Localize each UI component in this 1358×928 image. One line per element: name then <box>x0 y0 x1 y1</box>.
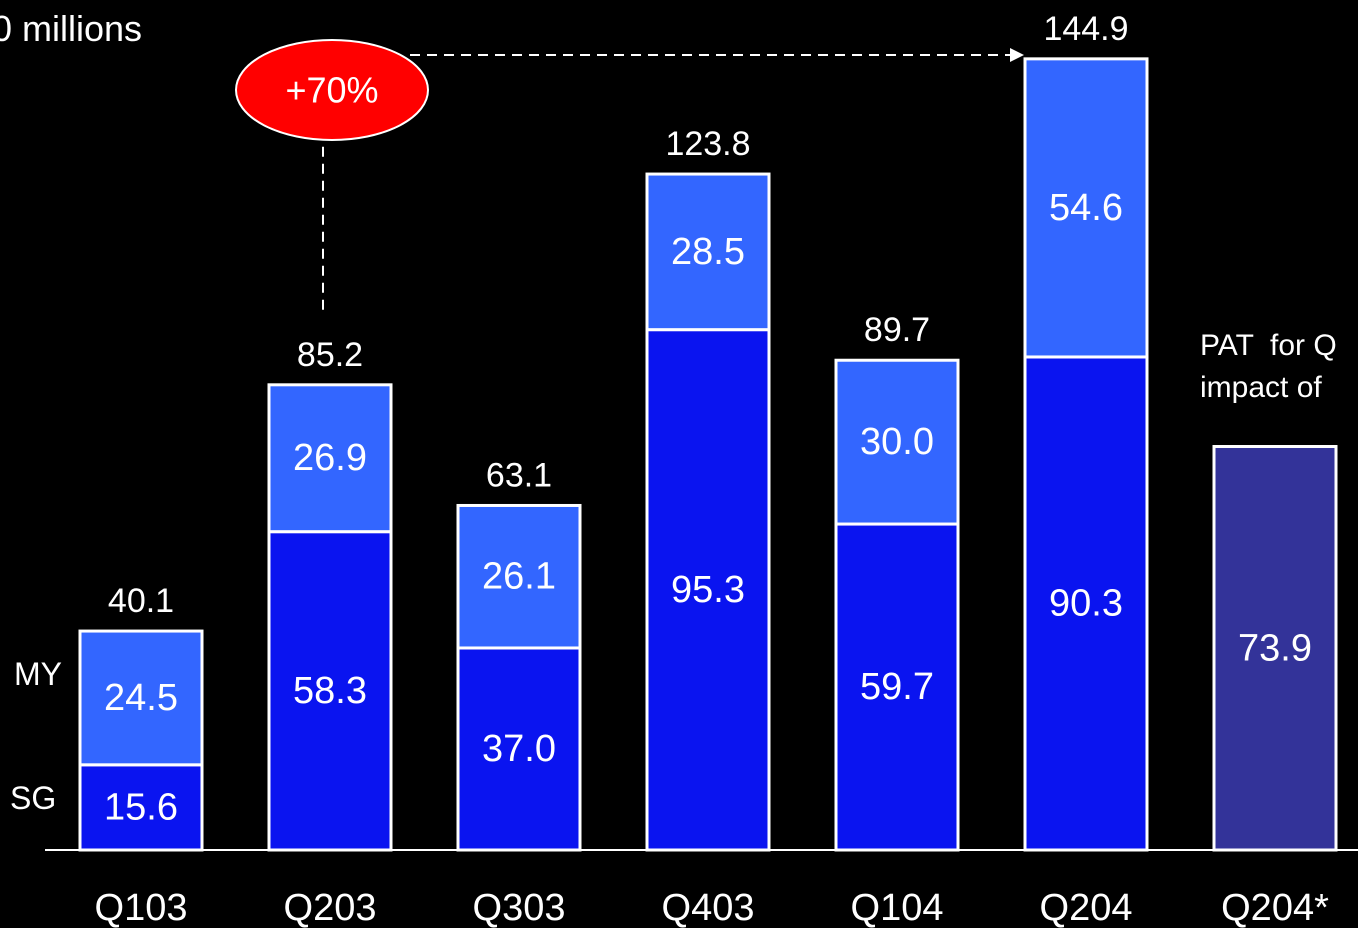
bar-segment <box>456 646 582 852</box>
legend-label-sg: SG <box>10 780 57 816</box>
segment-value-label: 28.5 <box>671 231 745 273</box>
segment-value-label: 73.9 <box>1238 627 1312 669</box>
x-tick-label: Q403 <box>662 887 755 928</box>
segment-value-label: 54.6 <box>1049 187 1123 229</box>
segment-value-label: 30.0 <box>860 421 934 463</box>
x-tick-label: Q203 <box>284 887 377 928</box>
bar-total-label: 123.8 <box>665 125 750 163</box>
annotation-ellipse <box>235 39 429 141</box>
segment-value-label: 26.9 <box>293 437 367 479</box>
bar-total-label: 85.2 <box>297 336 363 374</box>
unit-label: 0 millions <box>0 8 143 49</box>
bar-total-label: 40.1 <box>108 582 174 620</box>
segment-value-label: 15.6 <box>104 786 178 828</box>
segment-value-label: 37.0 <box>482 728 556 770</box>
bar-segment <box>1023 57 1149 359</box>
side-note: PAT for Q impact of <box>1200 329 1337 404</box>
segment-value-label: 95.3 <box>671 569 745 611</box>
bar-segment <box>78 763 204 852</box>
segment-value-label: 58.3 <box>293 670 367 712</box>
bar-segment <box>1212 445 1338 852</box>
bar-segment <box>267 530 393 852</box>
x-tick-label: Q204* <box>1221 887 1329 928</box>
legend-label-my: MY <box>14 656 62 692</box>
bar-segment <box>834 358 960 526</box>
x-tick-label: Q303 <box>473 887 566 928</box>
bar-segment <box>645 172 771 332</box>
bar-segment <box>78 629 204 767</box>
bar-total-label: 144.9 <box>1043 10 1128 48</box>
segment-value-label: 26.1 <box>482 556 556 598</box>
segment-value-label: 90.3 <box>1049 582 1123 624</box>
bar-segment <box>267 383 393 534</box>
x-tick-label: Q204 <box>1040 887 1133 928</box>
annotation-arrowhead <box>1010 48 1024 62</box>
bar-total-label: 63.1 <box>486 456 552 494</box>
bar-total-label: 89.7 <box>864 311 930 349</box>
segment-value-label: 59.7 <box>860 666 934 708</box>
bar-segment <box>645 328 771 852</box>
segment-value-label: 24.5 <box>104 677 178 719</box>
bar-segment <box>834 522 960 852</box>
x-tick-label: Q103 <box>95 887 188 928</box>
bar-segment <box>456 503 582 650</box>
x-tick-label: Q104 <box>851 887 944 928</box>
annotation-growth-label: +70% <box>285 70 378 111</box>
